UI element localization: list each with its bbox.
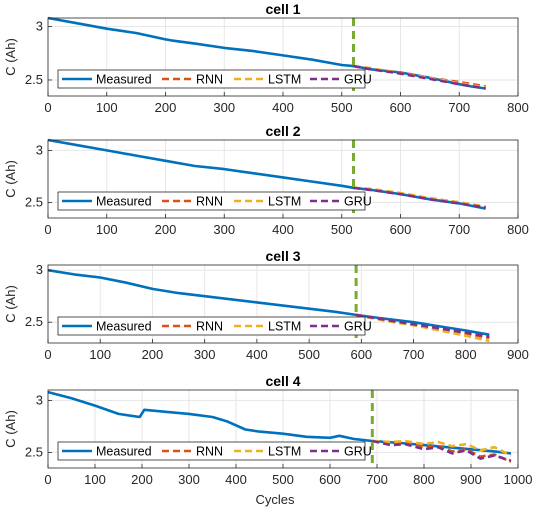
x-tick-label: 1000 [504, 472, 533, 487]
x-tick-label: 200 [155, 222, 177, 237]
x-tick-label: 700 [448, 222, 470, 237]
x-tick-label: 0 [44, 472, 51, 487]
legend-box [57, 69, 366, 89]
subplot-cell-3: 0 100 200 300 400 500 600 700 800 900 2.5 3 cell 3 C … [3, 248, 529, 362]
x-tick-label: 400 [272, 222, 294, 237]
x-tick-label: 600 [390, 100, 412, 115]
legend-label-measured: Measured [96, 320, 152, 334]
x-tick-label: 0 [44, 347, 51, 362]
y-tick-label: 2.5 [25, 314, 43, 329]
series-line-gru [372, 439, 512, 462]
series-line-lstm [372, 439, 512, 457]
x-tick-label: 100 [96, 100, 118, 115]
x-axis-label: Cycles [255, 492, 295, 507]
y-tick-label: 2.5 [25, 444, 43, 459]
x-tick-label: 500 [298, 347, 320, 362]
x-tick-label: 400 [246, 347, 268, 362]
x-tick-label: 0 [44, 222, 51, 237]
legend-label-gru: GRU [344, 445, 372, 459]
y-tick-label: 2.5 [25, 72, 43, 87]
x-tick-label: 100 [96, 222, 118, 237]
legend: Measured RNN LSTM GRU [57, 191, 372, 211]
x-tick-label: 800 [507, 100, 529, 115]
x-tick-label: 600 [350, 347, 372, 362]
legend: Measured RNN LSTM GRU [57, 316, 372, 336]
x-tick-label: 100 [89, 347, 111, 362]
x-tick-label: 500 [272, 472, 294, 487]
x-tick-label: 600 [390, 222, 412, 237]
legend-label-rnn: RNN [196, 195, 223, 209]
x-tick-label: 300 [178, 472, 200, 487]
x-tick-label: 800 [413, 472, 435, 487]
legend-label-lstm: LSTM [268, 320, 301, 334]
x-tick-label: 800 [507, 222, 529, 237]
y-tick-label: 3 [36, 262, 43, 277]
y-tick-label: 3 [36, 19, 43, 34]
subplot-title: cell 4 [265, 373, 300, 389]
x-tick-label: 300 [194, 347, 216, 362]
x-tick-label: 0 [44, 100, 51, 115]
legend: Measured RNN LSTM GRU [57, 69, 372, 89]
legend-label-gru: GRU [344, 195, 372, 209]
legend-label-lstm: LSTM [268, 195, 301, 209]
x-tick-label: 100 [84, 472, 106, 487]
x-tick-label: 700 [403, 347, 425, 362]
legend-label-rnn: RNN [196, 445, 223, 459]
legend-label-lstm: LSTM [268, 73, 301, 87]
x-tick-label: 700 [366, 472, 388, 487]
x-tick-label: 200 [131, 472, 153, 487]
x-tick-label: 500 [331, 100, 353, 115]
x-tick-label: 300 [213, 222, 235, 237]
x-tick-label: 400 [272, 100, 294, 115]
legend-label-measured: Measured [96, 445, 152, 459]
legend-label-measured: Measured [96, 73, 152, 87]
y-axis-label: C (Ah) [3, 38, 18, 76]
legend-box [57, 316, 366, 336]
x-tick-label: 800 [455, 347, 477, 362]
x-tick-label: 400 [225, 472, 247, 487]
subplot-cell-2: 0 100 200 300 400 500 600 700 800 2.5 3 cell 2 C (Ah… [3, 123, 529, 237]
legend: Measured RNN LSTM GRU [57, 441, 372, 461]
y-tick-label: 2.5 [25, 194, 43, 209]
x-tick-label: 900 [460, 472, 482, 487]
y-axis-label: C (Ah) [3, 410, 18, 448]
series-line-measured [47, 390, 512, 455]
subplot-title: cell 3 [265, 248, 300, 264]
series-line-gru [355, 313, 490, 339]
series-line-measured [47, 268, 490, 336]
y-tick-label: 3 [36, 392, 43, 407]
legend-label-gru: GRU [344, 320, 372, 334]
y-axis-label: C (Ah) [3, 285, 18, 323]
subplot-title: cell 2 [265, 123, 300, 139]
legend-label-measured: Measured [96, 195, 152, 209]
x-tick-label: 300 [213, 100, 235, 115]
x-tick-label: 200 [142, 347, 164, 362]
subplot-title: cell 1 [265, 1, 300, 17]
legend-box [57, 191, 366, 211]
x-tick-label: 900 [507, 347, 529, 362]
series-line-gru [353, 64, 486, 90]
x-tick-label: 200 [155, 100, 177, 115]
legend-label-gru: GRU [344, 73, 372, 87]
axes-box [47, 264, 519, 344]
series-line-gru [353, 186, 486, 209]
legend-label-rnn: RNN [196, 320, 223, 334]
legend-box [57, 441, 366, 461]
subplot-cell-1: 0 100 200 300 400 500 600 700 800 2.5 3 cell 1 C (Ah… [3, 1, 529, 115]
legend-label-lstm: LSTM [268, 445, 301, 459]
subplot-cell-4: 0 100 200 300 400 500 600 700 800 900 1000 2.5 3 cell… [3, 373, 532, 487]
x-tick-label: 700 [448, 100, 470, 115]
legend-label-rnn: RNN [196, 73, 223, 87]
y-tick-label: 3 [36, 142, 43, 157]
x-tick-label: 500 [331, 222, 353, 237]
y-axis-label: C (Ah) [3, 160, 18, 198]
x-tick-label: 600 [319, 472, 341, 487]
